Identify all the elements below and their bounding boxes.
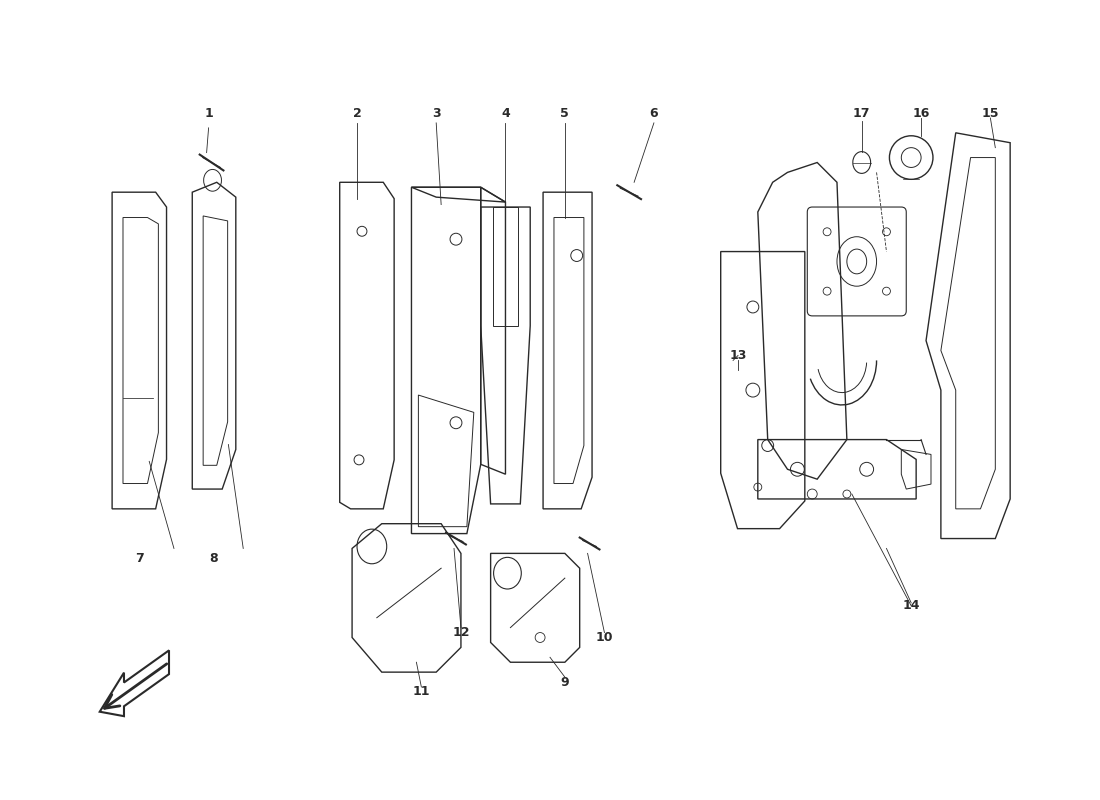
Text: 13: 13	[729, 349, 747, 362]
Text: 4: 4	[502, 106, 509, 119]
Text: 8: 8	[209, 552, 218, 565]
Text: 1: 1	[205, 106, 213, 119]
Text: 16: 16	[912, 106, 930, 119]
Text: 6: 6	[650, 106, 658, 119]
Text: 11: 11	[412, 686, 430, 698]
Text: 17: 17	[852, 106, 870, 119]
Text: 7: 7	[135, 552, 144, 565]
Text: 15: 15	[981, 106, 999, 119]
Text: 5: 5	[561, 106, 569, 119]
Text: 12: 12	[452, 626, 470, 639]
Text: 9: 9	[561, 675, 569, 689]
Text: 10: 10	[596, 631, 613, 644]
Text: 2: 2	[353, 106, 362, 119]
Text: 14: 14	[902, 599, 920, 612]
Text: 3: 3	[432, 106, 440, 119]
